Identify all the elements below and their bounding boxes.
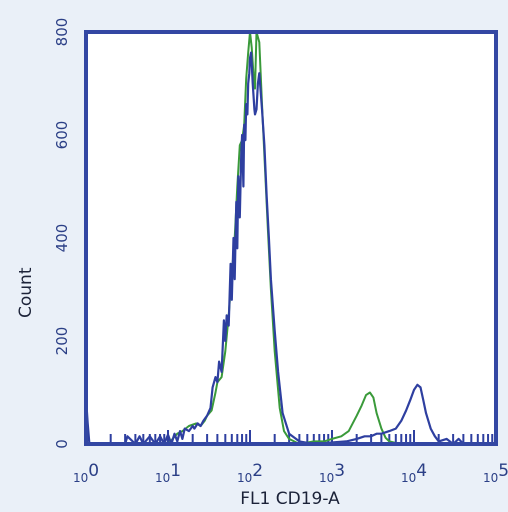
series-layer [84,31,496,446]
x-tick-label: 105 [483,461,508,485]
x-tick-label: 103 [319,461,345,485]
plot-frame [84,30,498,446]
x-tick-label: 104 [401,461,427,485]
plot-area [86,32,496,444]
x-tick-label: 101 [155,461,181,485]
x-tick-label: 102 [237,461,263,485]
series-line-2 [84,51,496,446]
x-axis-title: FL1 CD19-A [240,489,340,509]
y-tick-label: 0 [53,439,71,449]
y-tick-label: 600 [53,121,71,150]
x-axis: 100 101 102 103 104 105 [73,430,508,485]
y-axis: 0 200 400 600 800 [53,18,71,449]
x-tick-label: 100 [73,461,99,485]
y-axis-title: Count [16,267,36,318]
y-tick-label: 400 [53,224,71,253]
y-tick-label: 200 [53,327,71,356]
y-tick-label: 800 [53,18,71,47]
